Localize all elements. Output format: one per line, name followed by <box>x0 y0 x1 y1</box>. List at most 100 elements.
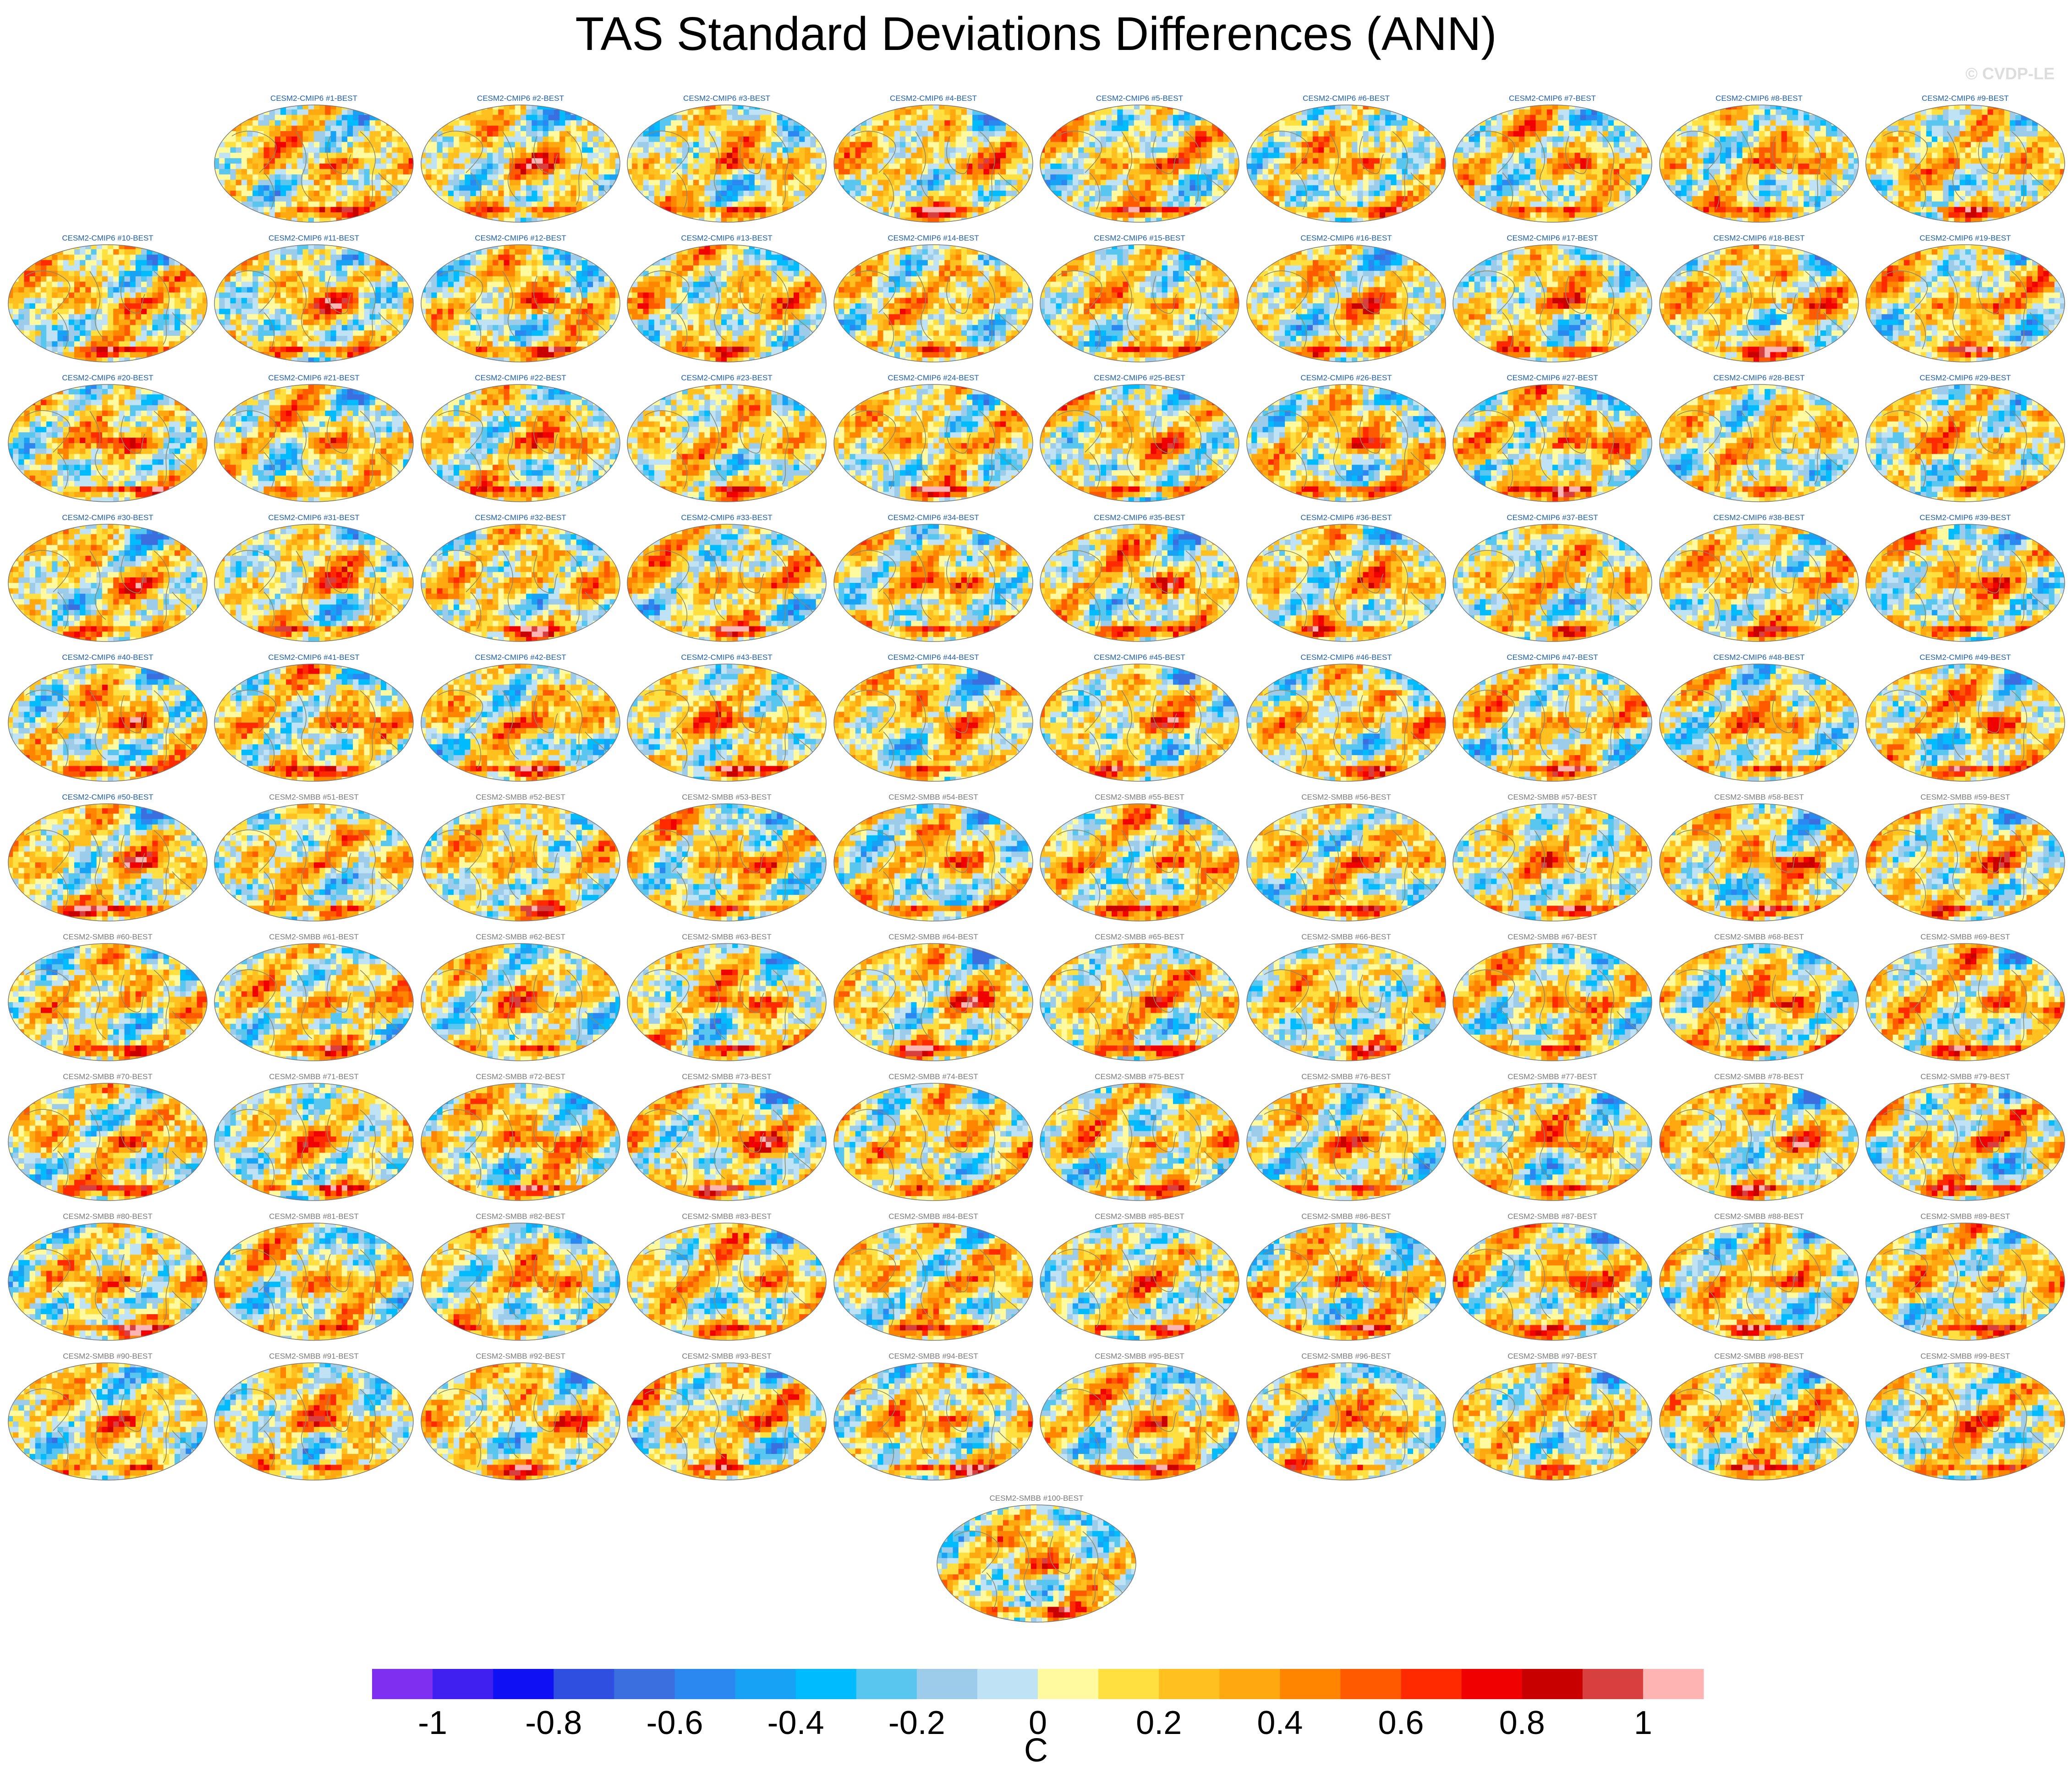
panel-title: CESM2-CMIP6 #36-BEST <box>1246 513 1447 522</box>
panel-title: CESM2-SMBB #52-BEST <box>420 793 621 802</box>
panel-title: CESM2-CMIP6 #22-BEST <box>420 373 621 383</box>
map-heatmap <box>1452 384 1653 503</box>
map-heatmap <box>1039 663 1240 782</box>
map-panel: CESM2-CMIP6 #12-BEST <box>420 234 621 364</box>
panel-title: CESM2-SMBB #85-BEST <box>1039 1212 1240 1221</box>
panel-title: CESM2-SMBB #91-BEST <box>214 1352 414 1361</box>
panel-title: CESM2-CMIP6 #5-BEST <box>1039 94 1240 103</box>
map-heatmap <box>1246 244 1447 363</box>
map-panel: CESM2-SMBB #61-BEST <box>214 933 414 1063</box>
panel-title: CESM2-CMIP6 #33-BEST <box>626 513 827 522</box>
map-heatmap <box>214 1362 414 1481</box>
panel-title: CESM2-CMIP6 #42-BEST <box>420 653 621 662</box>
panel-title: CESM2-SMBB #51-BEST <box>214 793 414 802</box>
map-panel: CESM2-SMBB #65-BEST <box>1039 933 1240 1063</box>
map-heatmap <box>626 943 827 1062</box>
map-heatmap <box>626 803 827 922</box>
panel-title: CESM2-SMBB #62-BEST <box>420 933 621 942</box>
panel-title: CESM2-CMIP6 #12-BEST <box>420 234 621 243</box>
map-panel: CESM2-SMBB #55-BEST <box>1039 793 1240 923</box>
map-panel: CESM2-SMBB #76-BEST <box>1246 1072 1447 1202</box>
panel-title: CESM2-CMIP6 #37-BEST <box>1452 513 1653 522</box>
map-heatmap <box>420 803 621 922</box>
panel-title: CESM2-CMIP6 #13-BEST <box>626 234 827 243</box>
panel-title: CESM2-SMBB #87-BEST <box>1452 1212 1653 1221</box>
map-panel: CESM2-CMIP6 #47-BEST <box>1452 653 1653 783</box>
map-heatmap <box>1039 803 1240 922</box>
panel-title: CESM2-SMBB #81-BEST <box>214 1212 414 1221</box>
map-heatmap <box>1246 663 1447 782</box>
map-panel: CESM2-SMBB #92-BEST <box>420 1352 621 1482</box>
map-panel: CESM2-CMIP6 #5-BEST <box>1039 94 1240 224</box>
panel-title: CESM2-CMIP6 #26-BEST <box>1246 373 1447 383</box>
map-heatmap <box>626 384 827 503</box>
map-panel: CESM2-SMBB #89-BEST <box>1865 1212 2066 1342</box>
map-panel: CESM2-CMIP6 #9-BEST <box>1865 94 2066 224</box>
map-panel: CESM2-SMBB #78-BEST <box>1659 1072 1859 1202</box>
map-heatmap <box>833 244 1034 363</box>
map-panel: CESM2-CMIP6 #32-BEST <box>420 513 621 643</box>
panel-title: CESM2-CMIP6 #29-BEST <box>1865 373 2066 383</box>
panel-title: CESM2-CMIP6 #44-BEST <box>833 653 1034 662</box>
map-heatmap <box>626 1082 827 1201</box>
map-panel: CESM2-SMBB #54-BEST <box>833 793 1034 923</box>
map-heatmap <box>214 104 414 223</box>
map-panel: CESM2-SMBB #100-BEST <box>936 1494 1137 1624</box>
map-panel: CESM2-CMIP6 #44-BEST <box>833 653 1034 783</box>
panel-title: CESM2-CMIP6 #46-BEST <box>1246 653 1447 662</box>
map-heatmap <box>1452 1082 1653 1201</box>
map-heatmap <box>833 803 1034 922</box>
panel-title: CESM2-SMBB #55-BEST <box>1039 793 1240 802</box>
map-heatmap <box>1039 1362 1240 1481</box>
panel-title: CESM2-CMIP6 #49-BEST <box>1865 653 2066 662</box>
panel-title: CESM2-CMIP6 #15-BEST <box>1039 234 1240 243</box>
map-panel: CESM2-CMIP6 #11-BEST <box>214 234 414 364</box>
map-heatmap <box>420 663 621 782</box>
map-panel: CESM2-SMBB #85-BEST <box>1039 1212 1240 1342</box>
panel-title: CESM2-CMIP6 #19-BEST <box>1865 234 2066 243</box>
panel-title: CESM2-CMIP6 #27-BEST <box>1452 373 1653 383</box>
map-panel: CESM2-SMBB #86-BEST <box>1246 1212 1447 1342</box>
panel-title: CESM2-SMBB #71-BEST <box>214 1072 414 1081</box>
map-heatmap <box>1659 1082 1859 1201</box>
map-panel: CESM2-CMIP6 #21-BEST <box>214 373 414 504</box>
panel-title: CESM2-CMIP6 #34-BEST <box>833 513 1034 522</box>
colorbar-units-label: C <box>1024 1732 1048 1769</box>
map-heatmap <box>1865 1082 2066 1201</box>
panel-title: CESM2-SMBB #70-BEST <box>7 1072 208 1081</box>
map-panel: CESM2-SMBB #67-BEST <box>1452 933 1653 1063</box>
map-panel: CESM2-CMIP6 #33-BEST <box>626 513 827 643</box>
panel-title: CESM2-SMBB #76-BEST <box>1246 1072 1447 1081</box>
map-heatmap <box>214 943 414 1062</box>
map-panel: CESM2-CMIP6 #18-BEST <box>1659 234 1859 364</box>
map-heatmap <box>1246 1222 1447 1341</box>
map-panel: CESM2-SMBB #83-BEST <box>626 1212 827 1342</box>
panel-title: CESM2-CMIP6 #21-BEST <box>214 373 414 383</box>
map-heatmap <box>7 244 208 363</box>
map-panel: CESM2-SMBB #88-BEST <box>1659 1212 1859 1342</box>
map-heatmap <box>1865 244 2066 363</box>
map-heatmap <box>1659 943 1859 1062</box>
panel-title: CESM2-SMBB #88-BEST <box>1659 1212 1859 1221</box>
map-panel: CESM2-CMIP6 #16-BEST <box>1246 234 1447 364</box>
map-heatmap <box>1865 663 2066 782</box>
map-heatmap <box>7 1362 208 1481</box>
map-panel: CESM2-CMIP6 #25-BEST <box>1039 373 1240 504</box>
map-panel: CESM2-CMIP6 #36-BEST <box>1246 513 1447 643</box>
panel-title: CESM2-CMIP6 #18-BEST <box>1659 234 1859 243</box>
panel-title: CESM2-SMBB #90-BEST <box>7 1352 208 1361</box>
map-panel: CESM2-CMIP6 #28-BEST <box>1659 373 1859 504</box>
map-heatmap <box>626 663 827 782</box>
map-panel: CESM2-SMBB #53-BEST <box>626 793 827 923</box>
map-heatmap <box>214 803 414 922</box>
map-heatmap <box>626 104 827 223</box>
map-heatmap <box>7 803 208 922</box>
map-heatmap <box>420 943 621 1062</box>
map-heatmap <box>1865 1222 2066 1341</box>
map-heatmap <box>1865 384 2066 503</box>
map-heatmap <box>7 1082 208 1201</box>
map-panel: CESM2-SMBB #79-BEST <box>1865 1072 2066 1202</box>
panel-title: CESM2-SMBB #96-BEST <box>1246 1352 1447 1361</box>
map-panel: CESM2-SMBB #81-BEST <box>214 1212 414 1342</box>
